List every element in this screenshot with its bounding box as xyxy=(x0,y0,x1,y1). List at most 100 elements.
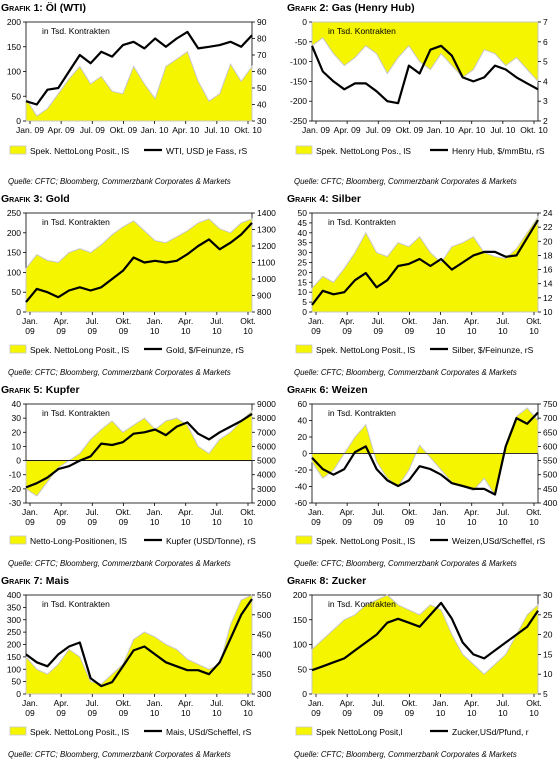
x-tick-label: Okt. 10 xyxy=(240,316,256,336)
left-tick-label: -50 xyxy=(295,37,308,47)
x-tick-year: 09 xyxy=(342,708,352,718)
x-tick-year: 09 xyxy=(119,326,129,336)
x-tick-label: Jul. 09 xyxy=(372,698,385,718)
x-tick-month: Jan. xyxy=(147,507,163,517)
left-tick-label: 10 xyxy=(12,441,22,451)
x-tick-month: Jan. xyxy=(308,316,324,326)
x-tick-label: Okt. 10 xyxy=(240,698,256,718)
left-tick-label: 100 xyxy=(7,664,21,674)
left-tick-label: 30 xyxy=(298,248,308,258)
x-tick-month: Apr. xyxy=(340,316,355,326)
x-tick-label: Jul. 10 xyxy=(496,316,509,336)
left-tick-label: 10 xyxy=(298,287,308,297)
right-tick-label: 1300 xyxy=(257,225,276,235)
left-tick-label: 25 xyxy=(298,258,308,268)
legend-line-label: Henry Hub, $/mmBtu, rS xyxy=(452,146,545,156)
annotation-label: in Tsd. Kontrakten xyxy=(42,26,110,36)
x-tick-label: Apr. 10 xyxy=(178,507,193,527)
x-tick-month: Jul. xyxy=(86,316,99,326)
x-tick-label: Jan. 09 xyxy=(22,316,38,336)
annotation-label: in Tsd. Kontrakten xyxy=(42,408,110,418)
right-tick-label: 1400 xyxy=(257,208,276,218)
right-tick-label: 450 xyxy=(257,630,271,640)
x-tick-month: Okt. xyxy=(240,698,256,708)
left-tick-label: 50 xyxy=(12,287,22,297)
right-tick-label: 500 xyxy=(257,610,271,620)
annotation-label: in Tsd. Kontrakten xyxy=(328,408,396,418)
right-tick-label: 700 xyxy=(543,413,557,423)
x-tick-year: 09 xyxy=(25,326,35,336)
right-tick-label: 30 xyxy=(257,116,267,126)
x-tick-year: 10 xyxy=(181,708,191,718)
annotation-label: in Tsd. Kontrakten xyxy=(328,599,396,609)
x-tick-label: Apr. 10 xyxy=(172,125,199,135)
x-tick-label: Apr. 09 xyxy=(54,507,69,527)
legend-area-swatch xyxy=(295,344,313,354)
x-tick-year: 10 xyxy=(529,326,539,336)
left-tick-label: -60 xyxy=(295,498,308,508)
right-tick-label: 1200 xyxy=(257,241,276,251)
chart-panel-2: Grafik 2: Gas (Henry Hub) -250 -200 -150 -10… xyxy=(286,0,560,191)
source-note: Quelle: CFTC; Bloomberg, Commerzbank Cor… xyxy=(294,559,517,568)
x-tick-label: Okt. 09 xyxy=(110,125,138,135)
x-tick-month: Jan. xyxy=(147,316,163,326)
chart-number: Grafik 7: xyxy=(1,575,46,587)
legend-area-label: Spek. NettoLong Posit., lS xyxy=(316,345,416,355)
x-tick-label: Jan. 09 xyxy=(22,698,38,718)
chart-title-text: Kupfer xyxy=(45,384,80,396)
line-series-price xyxy=(311,601,539,672)
x-tick-month: Okt. xyxy=(116,316,132,326)
left-tick-label: 15 xyxy=(298,277,308,287)
annotation-label: in Tsd. Kontrakten xyxy=(328,26,396,36)
chart-title-text: Weizen xyxy=(331,384,368,396)
left-tick-label: 100 xyxy=(7,67,21,77)
left-tick-label: 250 xyxy=(7,627,21,637)
x-tick-month: Apr. xyxy=(178,698,193,708)
x-tick-year: 09 xyxy=(342,517,352,527)
right-tick-label: 4 xyxy=(543,76,548,86)
right-tick-label: 5 xyxy=(543,57,548,67)
x-tick-label: Jan. 10 xyxy=(147,698,163,718)
x-tick-month: Apr. xyxy=(178,507,193,517)
right-tick-label: 15 xyxy=(543,649,553,659)
left-tick-label: 200 xyxy=(7,640,21,650)
chart-panel-3: Grafik 3: Gold 0 50 100 150 200 250 800 900 1000 1… xyxy=(0,191,280,382)
left-tick-label: 250 xyxy=(7,208,21,218)
x-tick-label: Jul. 10 xyxy=(496,507,509,527)
left-tick-label: 100 xyxy=(293,640,307,650)
left-tick-label: 200 xyxy=(7,228,21,238)
x-tick-label: Apr. 10 xyxy=(464,698,479,718)
left-tick-label: 400 xyxy=(7,590,21,600)
x-tick-month: Jan. xyxy=(433,507,449,517)
area-series-netlong xyxy=(25,409,253,497)
x-tick-year: 10 xyxy=(498,517,508,527)
x-tick-year: 09 xyxy=(405,326,415,336)
right-tick-label: 5 xyxy=(543,689,548,699)
legend-area-label: Spek. NettoLong Posit., lS xyxy=(30,727,130,737)
left-tick-label: 0 xyxy=(16,116,21,126)
x-tick-year: 09 xyxy=(25,708,35,718)
x-tick-year: 10 xyxy=(498,708,508,718)
left-tick-label: -250 xyxy=(290,116,307,126)
legend-area-swatch xyxy=(9,344,27,354)
x-tick-label: Okt. 09 xyxy=(116,698,132,718)
chart-title: Grafik 1: Öl (WTI) xyxy=(1,2,86,14)
x-tick-label: Jan. 10 xyxy=(433,507,449,527)
left-tick-label: 50 xyxy=(12,677,22,687)
chart-title: Grafik 4: Silber xyxy=(287,193,361,205)
left-tick-label: 150 xyxy=(7,248,21,258)
chart-panel-8: Grafik 8: Zucker 0 50 100 150 200 5 10 15 20 25 30 J… xyxy=(286,573,560,764)
x-tick-year: 09 xyxy=(374,517,384,527)
x-tick-label: Okt. 10 xyxy=(520,125,548,135)
x-tick-label: Okt. 10 xyxy=(526,698,542,718)
x-tick-label: Jan. 10 xyxy=(433,316,449,336)
x-tick-year: 09 xyxy=(56,517,66,527)
x-tick-label: Apr. 10 xyxy=(178,698,193,718)
chart-title: Grafik 6: Weizen xyxy=(287,384,368,396)
x-tick-label: Okt. 09 xyxy=(116,507,132,527)
x-tick-year: 09 xyxy=(88,708,98,718)
left-tick-label: 0 xyxy=(16,307,21,317)
x-tick-label: Okt. 09 xyxy=(402,507,418,527)
chart-title-text: Silber xyxy=(331,193,361,205)
legend-area-label: Spek. NettoLong Posit., lS xyxy=(30,345,130,355)
